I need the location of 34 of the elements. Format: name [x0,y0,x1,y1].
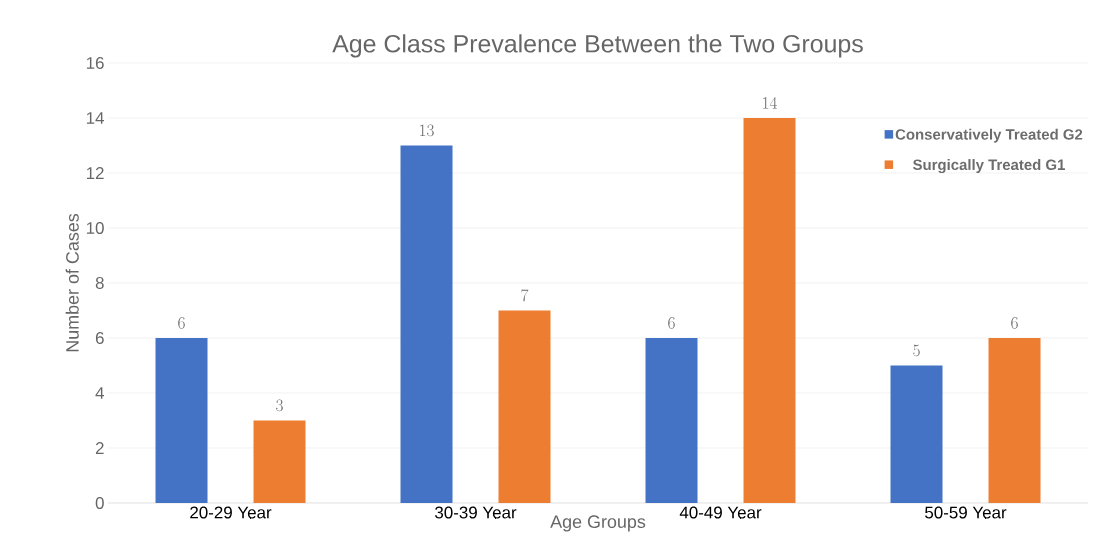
y-tick-label: 10 [86,221,104,234]
data-label: 7 [521,289,529,302]
data-label: 13 [420,124,434,137]
bar [155,337,208,503]
bar [743,117,796,503]
legend-label: Conservatively Treated G2 [895,128,1083,143]
x-tick-label: 20-29 Year [190,506,272,519]
y-tick-label: 14 [86,112,104,124]
bar [645,337,698,503]
y-tick-label: 4 [95,387,104,399]
y-tick-label: 16 [86,56,104,69]
data-label: 6 [178,317,185,329]
data-label: 6 [1011,317,1018,329]
y-tick-label: 2 [95,442,104,454]
data-label: 3 [276,399,283,412]
data-label: 6 [668,317,675,329]
y-tick-label: 0 [95,496,104,509]
y-tick-label: 8 [95,276,104,289]
bar [400,145,453,503]
data-label: 14 [763,96,778,109]
y-tick-label: 6 [95,331,104,344]
x-tick-label: 40-49 Year [679,506,762,519]
bar [988,337,1041,503]
bar [253,420,306,503]
x-tick-label: 50-59 Year [925,506,1007,519]
chart-title: Age Class Prevalence Between the Two Groups [332,34,863,58]
data-label: 5 [913,344,920,357]
bar [890,365,943,503]
bar [498,310,551,503]
x-axis-title: Age Groups [550,515,646,532]
y-axis-title: Number of Cases [65,213,79,352]
legend-label: Surgically Treated G1 [912,159,1065,174]
y-tick-label: 12 [86,167,104,179]
x-tick-label: 30-39 Year [435,506,517,519]
